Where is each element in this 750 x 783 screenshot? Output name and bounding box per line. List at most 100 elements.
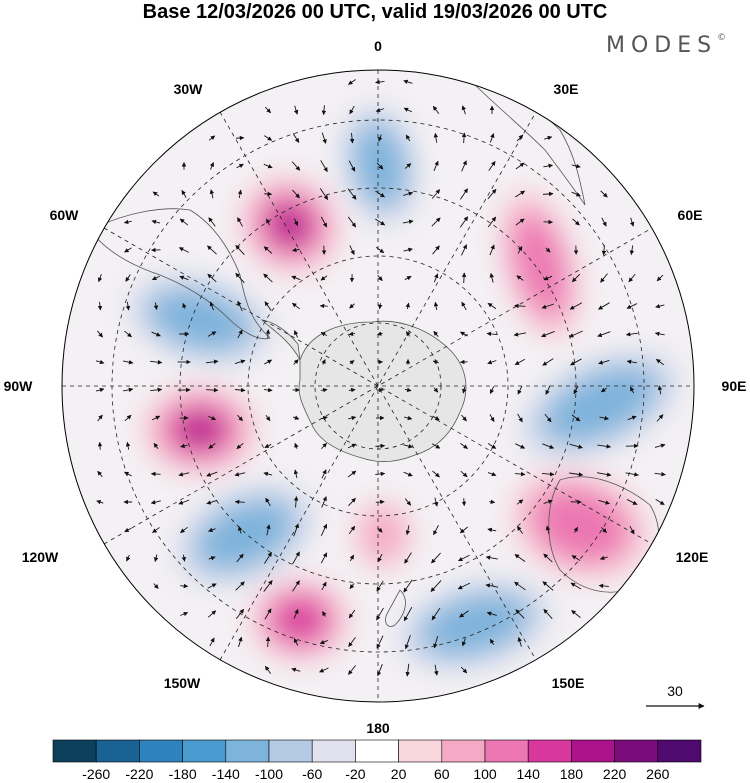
wind-vector (235, 581, 245, 591)
wind-vector (515, 162, 525, 170)
wind-vector (207, 273, 217, 283)
wind-vector (597, 331, 611, 338)
wind-vector (320, 275, 328, 281)
wind-vector (263, 163, 273, 169)
wind-vector (206, 471, 218, 477)
wind-vector (178, 247, 189, 253)
wind-vector (377, 303, 383, 310)
wind-vector (234, 472, 246, 477)
colorbar-swatch (311, 739, 356, 763)
wind-vector (124, 471, 132, 477)
lon-label-30w: 30W (174, 81, 204, 97)
wind-vector (153, 554, 159, 562)
wind-vector (377, 527, 383, 533)
wind-vector (403, 247, 413, 253)
wind-vector (487, 360, 497, 365)
wind-vector (629, 245, 635, 256)
wind-vector (150, 500, 161, 505)
wind-vector (321, 132, 327, 144)
wind-vector (124, 527, 132, 533)
wind-vector (126, 554, 131, 562)
wind-vector (348, 331, 356, 337)
anomaly-contour (151, 290, 249, 350)
wind-vector (376, 607, 384, 621)
wind-vector (320, 331, 328, 337)
wind-vector (151, 219, 161, 225)
colorbar-swatch (657, 739, 702, 763)
wind-vector (122, 360, 134, 365)
wind-vector (513, 332, 527, 337)
wind-vector (461, 414, 467, 422)
wind-vector (489, 414, 495, 423)
wind-vector (152, 191, 160, 197)
wind-vector (625, 332, 638, 337)
wind-vector (542, 443, 555, 449)
wind-vector (237, 414, 243, 422)
wind-vector (209, 162, 214, 170)
wind-vectors (95, 79, 666, 677)
wind-vector (656, 414, 664, 422)
wind-vector (377, 663, 383, 677)
wind-vector (486, 331, 498, 337)
wind-vector (459, 216, 469, 228)
wind-vector (571, 163, 581, 169)
wind-vector (237, 526, 243, 534)
wind-vector (263, 580, 273, 592)
wind-vector (597, 444, 612, 449)
wind-vector (320, 415, 328, 421)
colorbar-swatch (398, 739, 443, 763)
wind-vector (208, 443, 216, 449)
wind-vector (151, 275, 160, 281)
wind-vector (375, 499, 385, 505)
wind-vector (293, 359, 299, 365)
wind-vector (461, 244, 467, 256)
wind-vector (238, 636, 243, 648)
wind-vector (656, 358, 664, 366)
wind-vector (461, 160, 467, 172)
colorbar-tick-label: 60 (434, 766, 450, 782)
wind-vector (405, 525, 411, 536)
lon-label-30e: 30E (554, 81, 579, 97)
colorbar-tick-label: 140 (517, 766, 541, 782)
new-zealand-outline (385, 589, 406, 627)
wind-vector (376, 162, 384, 170)
wind-vector (125, 441, 131, 450)
wind-vector (598, 499, 610, 505)
wind-vector (349, 554, 355, 562)
wind-vector (404, 415, 413, 421)
wind-vector (596, 472, 612, 477)
wind-vector (626, 359, 637, 365)
wind-vector (95, 359, 105, 365)
wind-vector (432, 245, 440, 255)
wind-vector (208, 135, 216, 141)
wind-vector (489, 638, 495, 646)
wind-vector (657, 385, 663, 395)
wind-vector (403, 471, 413, 477)
wind-vector (97, 274, 103, 283)
wind-vector (404, 498, 412, 506)
wind-vector (376, 580, 384, 592)
wind-vector (123, 219, 132, 225)
wind-vector (291, 161, 301, 171)
wind-vector (349, 583, 355, 589)
graticule (62, 70, 694, 702)
anomaly-contour (273, 209, 307, 241)
wind-vector (291, 275, 301, 281)
colorbar-tick-label: 220 (603, 766, 627, 782)
wind-vector (266, 218, 271, 226)
wind-vector (178, 472, 190, 477)
wind-vector (209, 301, 215, 311)
wind-vector (515, 443, 526, 449)
wind-vector (97, 414, 103, 422)
colorbar-tick-label: 100 (473, 766, 497, 782)
colorbar-swatch (182, 739, 227, 763)
wind-vector (489, 386, 495, 394)
wind-vector (568, 330, 583, 338)
wind-vector (123, 387, 134, 393)
wind-vector (292, 551, 300, 565)
lon-label-60e: 60E (678, 207, 703, 223)
wind-vector (347, 470, 357, 478)
wind-vector (600, 190, 608, 198)
wind-vector (236, 553, 244, 563)
wind-vector (545, 385, 551, 395)
